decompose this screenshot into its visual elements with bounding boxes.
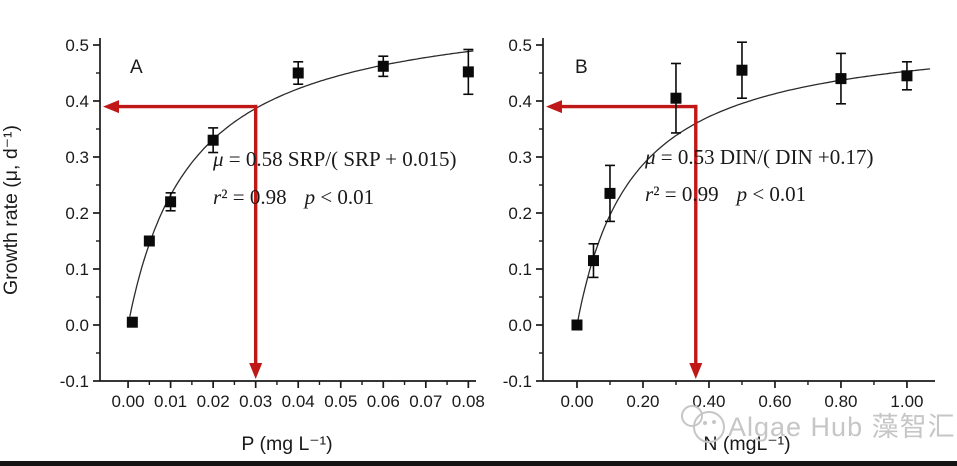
- x-tick-label: 0.04: [282, 392, 315, 411]
- x-tick-label: 0.80: [824, 392, 857, 411]
- x-tick-label: 0.03: [239, 392, 272, 411]
- data-point: [143, 235, 155, 247]
- equation-line2: r² = 0.98 p < 0.01: [213, 185, 374, 209]
- y-axis-title: Growth rate (μ, d⁻¹): [0, 125, 22, 295]
- y-tick-label: 0.3: [65, 148, 89, 167]
- arrow-left-head: [103, 100, 119, 114]
- x-axis-title: N (mgL⁻¹): [703, 433, 790, 455]
- x-tick-label: 0.20: [626, 392, 659, 411]
- arrow-down-head: [249, 363, 263, 379]
- equation-line1: μ = 0.53 DIN/( DIN +0.17): [644, 145, 873, 169]
- panel-label: B: [575, 57, 588, 78]
- x-tick-label: 0.00: [112, 392, 145, 411]
- data-point: [207, 134, 219, 146]
- x-tick-label: 0.01: [154, 392, 187, 411]
- data-point: [670, 92, 682, 104]
- y-tick-label: 0.5: [508, 36, 532, 55]
- data-point: [901, 70, 913, 82]
- fit-curve: [576, 68, 931, 326]
- x-tick-label: 0.06: [367, 392, 400, 411]
- panel-a: -0.1 0.0 0.1 0.2 0.3 0.4 0.5 0.00 0.01 0.02 0.03 0.…: [0, 36, 485, 455]
- x-tick-label: 0.00: [560, 392, 593, 411]
- x-tick-label: 0.05: [324, 392, 357, 411]
- y-tick-label: 0.5: [65, 36, 89, 55]
- x-axis-title: P (mg L⁻¹): [241, 433, 332, 455]
- x-tick-label: 0.07: [409, 392, 442, 411]
- arrow-down-head: [689, 363, 703, 379]
- data-point: [377, 60, 389, 72]
- data-point: [571, 319, 583, 331]
- data-point: [165, 196, 177, 208]
- y-tick-label: -0.1: [60, 372, 89, 391]
- y-tick-label: 0.0: [65, 316, 89, 335]
- y-tick-label: 0.2: [65, 204, 89, 223]
- data-point: [587, 255, 599, 267]
- arrow-left-head: [546, 100, 562, 114]
- equation-line2: r² = 0.99 p < 0.01: [645, 182, 806, 206]
- data-point: [292, 67, 304, 79]
- x-tick-label: 0.08: [452, 392, 485, 411]
- data-point: [736, 64, 748, 76]
- y-tick-label: 0.0: [508, 316, 532, 335]
- y-tick-label: 0.4: [65, 92, 89, 111]
- equation-line1: μ = 0.58 SRP/( SRP + 0.015): [212, 147, 457, 171]
- data-point: [126, 316, 138, 328]
- x-tick-label: 1.00: [890, 392, 923, 411]
- y-tick-label: -0.1: [503, 372, 532, 391]
- x-tick-label: 0.40: [692, 392, 725, 411]
- y-tick-label: 0.3: [508, 148, 532, 167]
- data-point: [835, 73, 847, 85]
- y-tick-label: 0.2: [508, 204, 532, 223]
- panel-label: A: [130, 57, 143, 78]
- y-tick-label: 0.1: [65, 260, 89, 279]
- panel-b: -0.1 0.0 0.1 0.2 0.3 0.4 0.5 0.00 0.20 0.40 0.60 0.…: [503, 36, 935, 455]
- fit-curve: [129, 50, 474, 317]
- y-tick-label: 0.1: [508, 260, 532, 279]
- x-tick-label: 0.60: [758, 392, 791, 411]
- y-tick-label: 0.4: [508, 92, 532, 111]
- x-tick-label: 0.02: [197, 392, 230, 411]
- bottom-bar: [0, 461, 957, 466]
- data-point: [462, 66, 474, 78]
- data-point: [604, 187, 616, 199]
